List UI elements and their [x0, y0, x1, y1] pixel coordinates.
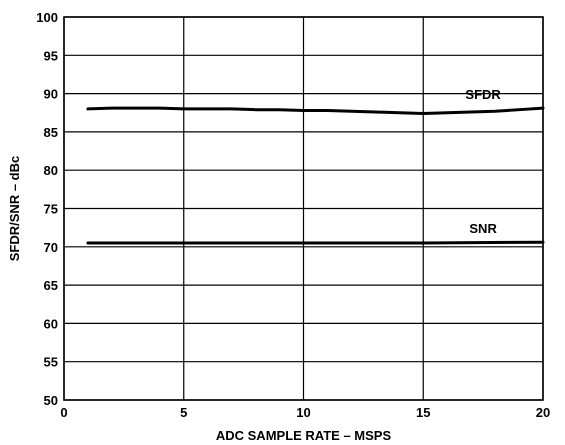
series-lines — [86, 106, 545, 245]
x-tick-label: 10 — [296, 405, 310, 420]
x-tick-label: 15 — [416, 405, 430, 420]
y-tick-label: 80 — [44, 163, 58, 178]
grid — [63, 16, 544, 401]
y-tick-label: 100 — [36, 10, 58, 25]
x-tick-label: 20 — [536, 405, 550, 420]
x-tick-label: 5 — [180, 405, 187, 420]
y-tick-label: 85 — [44, 125, 58, 140]
plot-frame — [63, 16, 544, 401]
y-tick-label: 90 — [44, 87, 58, 102]
y-axis-title: SFDR/SNR – dBc — [7, 156, 22, 261]
y-tick-label: 75 — [44, 202, 58, 217]
y-tick-label: 95 — [44, 48, 58, 63]
y-tick-label: 55 — [44, 355, 58, 370]
y-tick-label: 50 — [44, 393, 58, 408]
series-line-snr — [86, 240, 545, 245]
series-label-sfdr: SFDR — [465, 87, 501, 102]
series-labels: SFDR SNR — [465, 87, 501, 236]
x-tick-label: 0 — [60, 405, 67, 420]
y-tick-label: 70 — [44, 240, 58, 255]
series-line-sfdr — [86, 106, 545, 116]
y-tick-label: 60 — [44, 316, 58, 331]
y-tick-label: 65 — [44, 278, 58, 293]
series-label-snr: SNR — [469, 221, 497, 236]
x-axis-title: ADC SAMPLE RATE – MSPS — [216, 428, 392, 443]
tick-labels: 50 55 60 65 70 75 80 85 90 95 100 0 5 10 15 20 — [36, 10, 550, 420]
